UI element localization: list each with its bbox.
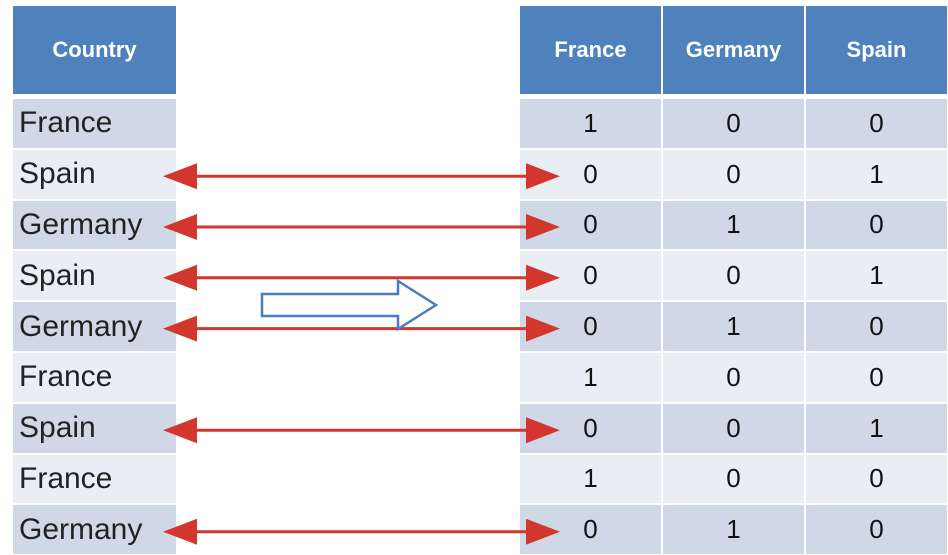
country-cell: Germany [13,505,176,555]
mapping-arrow [163,264,560,291]
encoded-value-cell: 0 [663,99,804,148]
encoded-value-cell: 0 [806,302,947,351]
mapping-arrow [163,417,560,444]
encoded-value-cell: 1 [806,403,947,453]
country-cell: Spain [13,251,176,301]
country-cell: Germany [13,200,176,250]
encoded-value-cell: 1 [806,149,947,199]
mapping-arrow [163,315,560,342]
encoded-value-cell: 0 [520,302,661,351]
encoded-value-cell: 1 [806,251,947,301]
column-header-germany: Germany [663,6,804,94]
encoded-value-cell: 0 [806,200,947,250]
country-cell: France [13,353,176,402]
country-cell: Germany [13,302,176,351]
encoded-value-cell: 0 [663,251,804,301]
country-cell: Spain [13,149,176,199]
encoded-value-cell: 0 [520,403,661,453]
encoded-value-cell: 0 [806,99,947,148]
column-header-france: France [520,6,661,94]
country-cell: France [13,454,176,504]
country-cell: Spain [13,403,176,453]
encoded-value-cell: 0 [520,251,661,301]
column-header-spain: Spain [806,6,947,94]
encoded-value-cell: 1 [520,353,661,402]
encoded-value-cell: 0 [806,454,947,504]
encoded-value-cell: 0 [663,403,804,453]
encoded-value-cell: 0 [520,505,661,555]
mapping-arrow [163,214,560,240]
encoded-value-cell: 1 [663,200,804,250]
encoded-value-cell: 0 [663,454,804,504]
encoded-value-cell: 0 [806,353,947,402]
transform-arrow [260,278,439,332]
encoded-value-cell: 0 [520,200,661,250]
encoded-value-cell: 1 [520,454,661,504]
mapping-arrow [163,163,560,190]
encoded-value-cell: 0 [663,353,804,402]
country-cell: France [13,99,176,148]
encoded-value-cell: 1 [663,505,804,555]
encoded-value-cell: 0 [520,149,661,199]
encoded-value-cell: 1 [520,99,661,148]
encoded-value-cell: 0 [663,149,804,199]
encoded-value-cell: 1 [663,302,804,351]
mapping-arrow [163,518,560,545]
country-header: Country [13,6,176,94]
encoded-value-cell: 0 [806,505,947,555]
